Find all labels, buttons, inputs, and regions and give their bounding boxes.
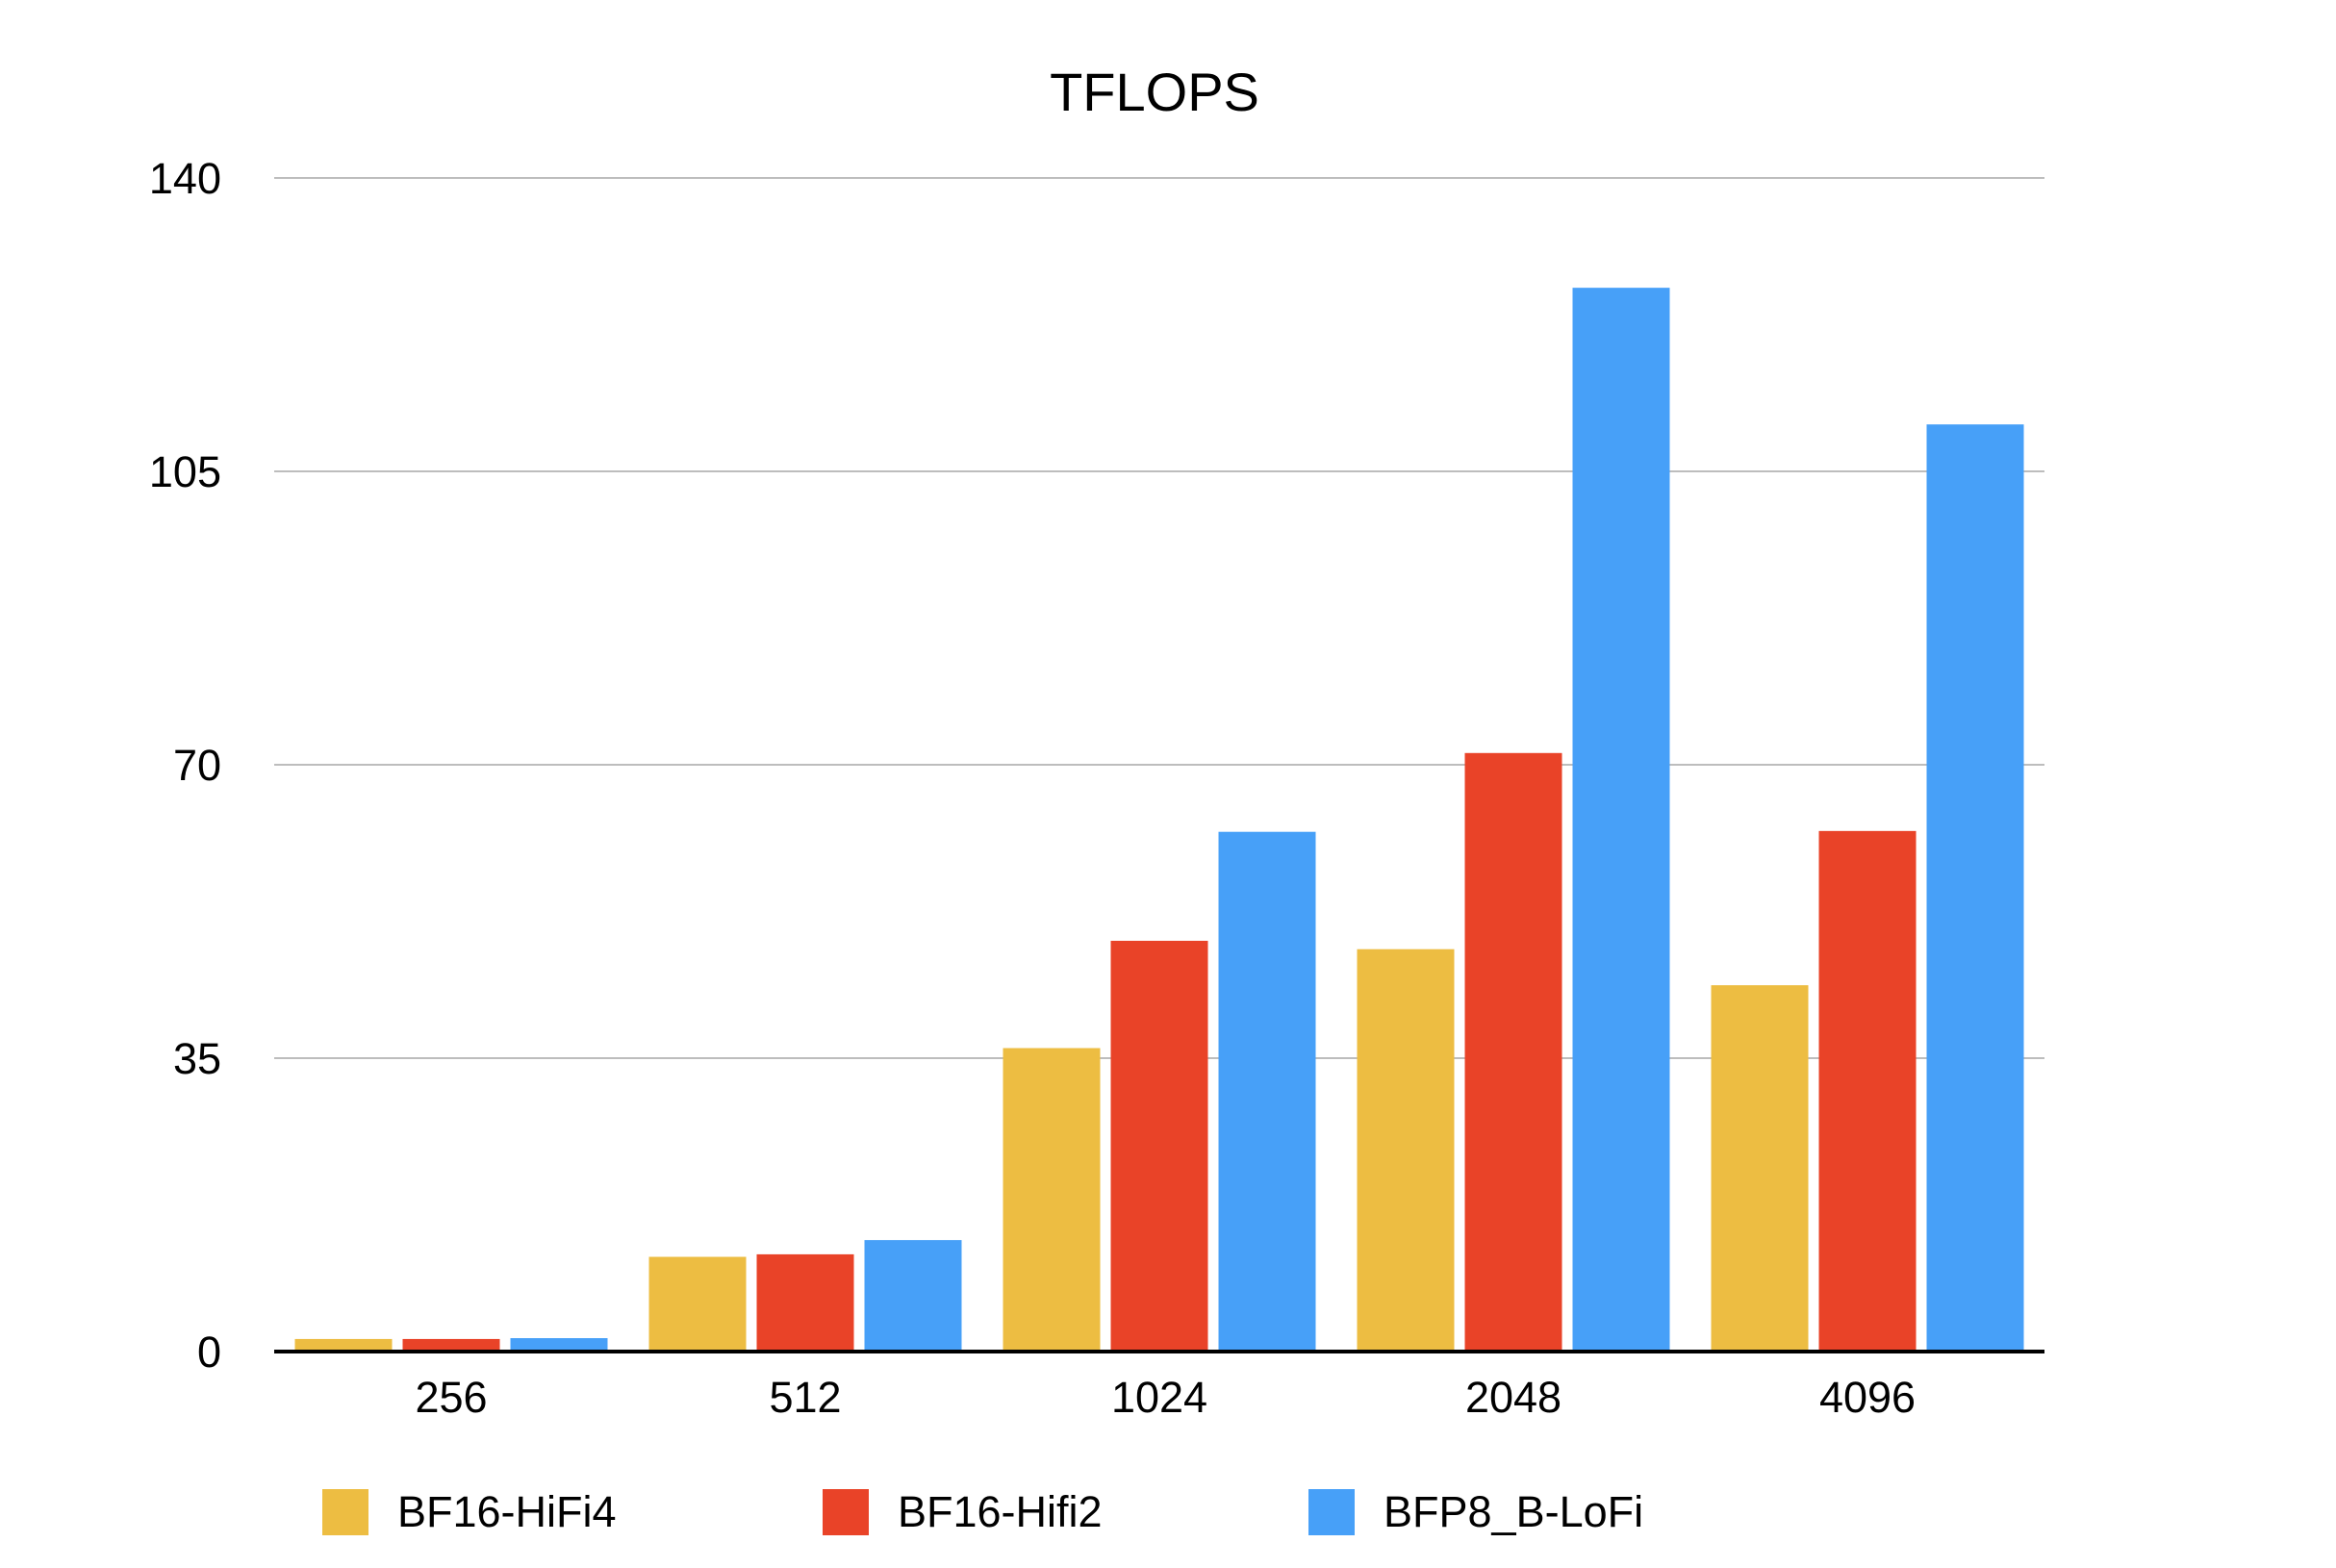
y-tick-label: 140: [149, 154, 221, 203]
bar-bf16-hifi4-512: [648, 1256, 747, 1352]
y-tick-label: 0: [197, 1328, 221, 1377]
x-tick-label: 1024: [1111, 1373, 1207, 1422]
x-tick-label: 256: [415, 1373, 487, 1422]
x-tick-label: 512: [769, 1373, 841, 1422]
gridlines: [274, 177, 2044, 1059]
legend-label: BFP8_B-LoFi: [1384, 1487, 1643, 1536]
bar-bf16-hifi2-2048: [1464, 752, 1562, 1352]
bar-bf16-hifi2-512: [756, 1253, 854, 1352]
bar-bfp8-b-lofi-1024: [1218, 831, 1316, 1352]
x-tick-label: 2048: [1465, 1373, 1562, 1422]
axes: 0 35 70 105 140 256 512 1024 2048 4096: [149, 154, 2044, 1422]
bar-bfp8-b-lofi-2048: [1572, 288, 1670, 1353]
bar-bfp8-b-lofi-512: [864, 1240, 962, 1352]
bars: [294, 288, 2024, 1353]
bar-bfp8-b-lofi-4096: [1926, 424, 2024, 1352]
bar-bf16-hifi4-1024: [1003, 1048, 1101, 1352]
y-tick-label: 70: [173, 741, 221, 790]
y-tick-label: 35: [173, 1034, 221, 1083]
x-tick-label: 4096: [1819, 1373, 1916, 1422]
legend-label: BF16-HiFi4: [397, 1487, 617, 1536]
bar-bf16-hifi4-4096: [1711, 985, 1809, 1352]
bar-bf16-hifi2-1024: [1110, 941, 1208, 1352]
legend-label: BF16-Hifi2: [898, 1487, 1103, 1536]
bar-bf16-hifi2-256: [402, 1338, 500, 1352]
bar-bf16-hifi4-2048: [1357, 948, 1455, 1352]
bar-bfp8-b-lofi-256: [510, 1338, 608, 1352]
bar-bf16-hifi2-4096: [1818, 830, 1917, 1352]
bar-bf16-hifi4-256: [294, 1338, 393, 1352]
legend-swatch: [823, 1489, 869, 1535]
legend-swatch: [1308, 1489, 1355, 1535]
legend-swatch: [322, 1489, 368, 1535]
legend: BF16-HiFi4 BF16-Hifi2 BFP8_B-LoFi: [322, 1487, 1643, 1536]
chart-title: TFLOPS: [1050, 62, 1259, 122]
y-tick-label: 105: [149, 447, 221, 496]
